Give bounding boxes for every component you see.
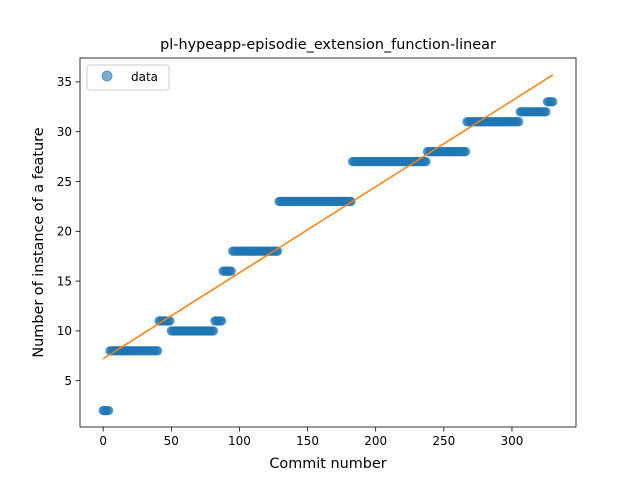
y-tick-label: 5 bbox=[64, 374, 72, 388]
data-points bbox=[98, 97, 558, 416]
x-tick-label: 250 bbox=[432, 434, 455, 448]
chart-title: pl-hypeapp-episodie_extension_function-l… bbox=[160, 37, 496, 53]
fit-line-layer bbox=[102, 74, 554, 360]
data-point bbox=[460, 146, 471, 157]
x-tick-label: 150 bbox=[296, 434, 319, 448]
legend-label-data: data bbox=[131, 70, 158, 84]
y-axis-label: Number of instance of a feature bbox=[31, 127, 47, 357]
y-axis-ticks: 5 10 15 20 25 30 35 bbox=[57, 75, 80, 388]
data-point bbox=[421, 156, 431, 167]
data-point bbox=[103, 405, 114, 416]
data-point bbox=[541, 107, 551, 117]
y-tick-label: 30 bbox=[57, 125, 72, 139]
legend-marker bbox=[101, 70, 113, 82]
data-point bbox=[514, 117, 524, 127]
x-axis-ticks: 0 50 100 150 200 250 300 bbox=[99, 427, 523, 448]
x-axis-label: Commit number bbox=[269, 456, 386, 472]
x-tick-label: 200 bbox=[364, 434, 387, 448]
fit-line bbox=[102, 74, 554, 360]
y-tick-label: 35 bbox=[57, 75, 72, 89]
data-point bbox=[226, 266, 236, 276]
data-point bbox=[217, 316, 227, 326]
x-tick-label: 50 bbox=[164, 434, 179, 448]
x-tick-label: 300 bbox=[501, 434, 524, 448]
x-tick-label: 0 bbox=[99, 434, 107, 448]
y-tick-label: 25 bbox=[57, 175, 72, 189]
plot-frame bbox=[79, 57, 577, 428]
data-point bbox=[548, 97, 558, 107]
y-tick-label: 20 bbox=[57, 225, 72, 239]
x-tick-label: 100 bbox=[228, 434, 251, 448]
data-point bbox=[152, 346, 163, 356]
legend: data bbox=[86, 64, 170, 91]
data-point bbox=[208, 326, 219, 336]
y-tick-label: 10 bbox=[57, 324, 72, 338]
y-tick-label: 15 bbox=[57, 274, 72, 288]
